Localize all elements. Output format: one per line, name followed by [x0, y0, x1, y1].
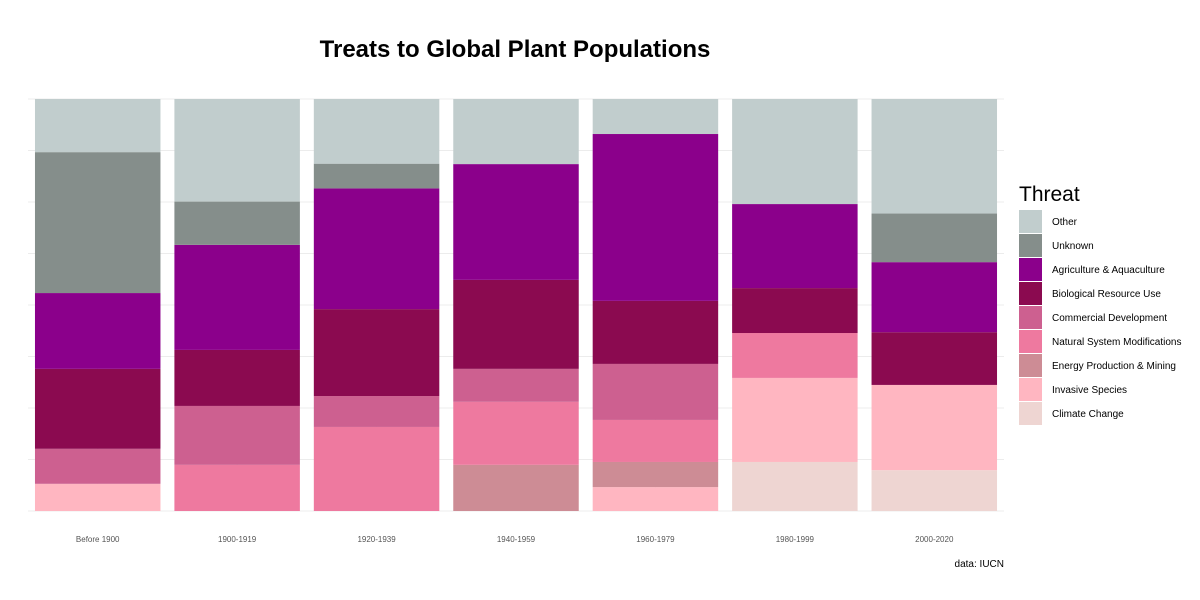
x-tick-label: 1980-1999	[776, 535, 815, 544]
legend-swatch	[1019, 330, 1042, 353]
bar-segment	[732, 377, 858, 462]
x-tick-label: 1960-1979	[636, 535, 675, 544]
legend-label: Commercial Development	[1052, 313, 1167, 324]
legend-swatch	[1019, 378, 1042, 401]
legend-label: Unknown	[1052, 241, 1094, 252]
legend-swatch	[1019, 234, 1042, 257]
legend-label: Natural System Modifications	[1052, 337, 1182, 348]
bar-segment	[313, 426, 440, 511]
bar-segment	[34, 448, 161, 484]
bar-segment	[871, 470, 998, 511]
bar-segment	[313, 396, 440, 427]
bar-segment	[871, 213, 998, 263]
legend-swatch	[1019, 306, 1042, 329]
legend-label: Agriculture & Aquaculture	[1052, 265, 1165, 276]
x-tick-label: 2000-2020	[915, 535, 954, 544]
legend-swatch	[1019, 258, 1042, 281]
bar-segment	[174, 405, 300, 465]
bar-segment	[453, 279, 579, 369]
bar-segment	[871, 262, 998, 333]
bar-segment	[34, 293, 161, 369]
legend-label: Invasive Species	[1052, 385, 1127, 396]
bar-segment	[34, 368, 161, 449]
legend-swatch	[1019, 402, 1042, 425]
bar-segment	[453, 401, 579, 465]
bar-segment	[453, 368, 579, 402]
bar-segment	[34, 152, 161, 294]
legend-title: Threat	[1019, 183, 1080, 206]
x-axis-ticks: Before 1900 1900-1919 1920-1939 1940-1959 19…	[76, 535, 954, 544]
x-tick-label: 1920-1939	[357, 535, 396, 544]
bar-segment	[732, 99, 858, 205]
bar-segment	[174, 244, 300, 350]
bar-segment	[313, 163, 440, 189]
bar-segment	[592, 487, 719, 511]
bar-segment	[732, 333, 858, 378]
legend-swatch	[1019, 282, 1042, 305]
x-tick-label: Before 1900	[76, 535, 120, 544]
legend-label: Energy Production & Mining	[1052, 361, 1176, 372]
bar-segment	[871, 99, 998, 214]
bar-segment	[174, 99, 300, 202]
bar-segment	[592, 419, 719, 462]
legend-label: Biological Resource Use	[1052, 289, 1161, 300]
bar-segment	[453, 99, 579, 165]
bar-segment	[732, 461, 858, 511]
bar-segment	[592, 363, 719, 420]
bar-segment	[453, 464, 579, 511]
bar-segment	[592, 461, 719, 488]
legend-label: Other	[1052, 217, 1078, 228]
chart-caption: data: IUCN	[955, 559, 1004, 570]
bar-segment	[174, 464, 300, 511]
bar-segment	[732, 288, 858, 334]
legend-swatch	[1019, 210, 1042, 233]
legend-swatch	[1019, 354, 1042, 377]
bar-segment	[732, 204, 858, 289]
bar-segment	[871, 332, 998, 385]
x-tick-label: 1900-1919	[218, 535, 257, 544]
bar-segment	[174, 201, 300, 245]
chart-title: Treats to Global Plant Populations	[320, 36, 711, 63]
plot-bars	[34, 99, 998, 511]
bar-segment	[313, 309, 440, 397]
bar-segment	[871, 384, 998, 471]
bar-segment	[313, 188, 440, 310]
bar-segment	[592, 300, 719, 364]
bar-segment	[313, 99, 440, 164]
bar-segment	[34, 483, 161, 511]
bar-segment	[174, 349, 300, 406]
legend-label: Climate Change	[1052, 409, 1124, 420]
bar-segment	[592, 99, 719, 135]
bar-segment	[34, 99, 161, 153]
bar-segment	[592, 134, 719, 301]
x-tick-label: 1940-1959	[497, 535, 536, 544]
bar-segment	[453, 164, 579, 280]
legend: Threat Other Unknown Agriculture & Aquacul…	[1019, 183, 1182, 425]
